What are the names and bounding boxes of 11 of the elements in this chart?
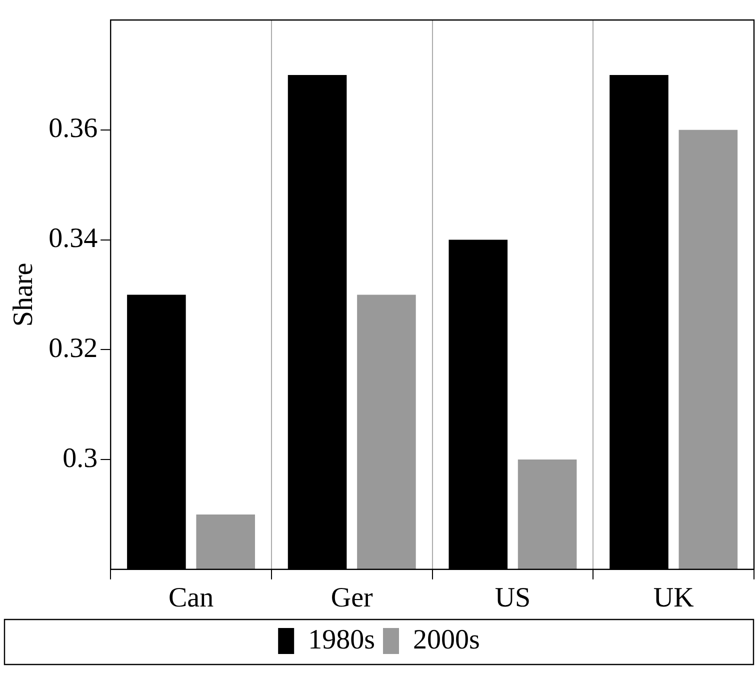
legend-label: 2000s [413, 624, 480, 656]
y-axis-title: Share [8, 262, 40, 327]
y-tick-label: 0.3 [62, 442, 98, 474]
y-tick-label: 0.34 [48, 223, 98, 254]
y-tick-label: 0.32 [48, 333, 98, 364]
x-tick-label: US [494, 582, 531, 614]
x-tick-label: UK [653, 582, 694, 614]
x-tick-label: Ger [330, 582, 374, 614]
legend-label: 1980s [308, 624, 376, 656]
x-tick-label: Can [168, 582, 214, 614]
y-tick-label: 0.36 [48, 113, 98, 144]
